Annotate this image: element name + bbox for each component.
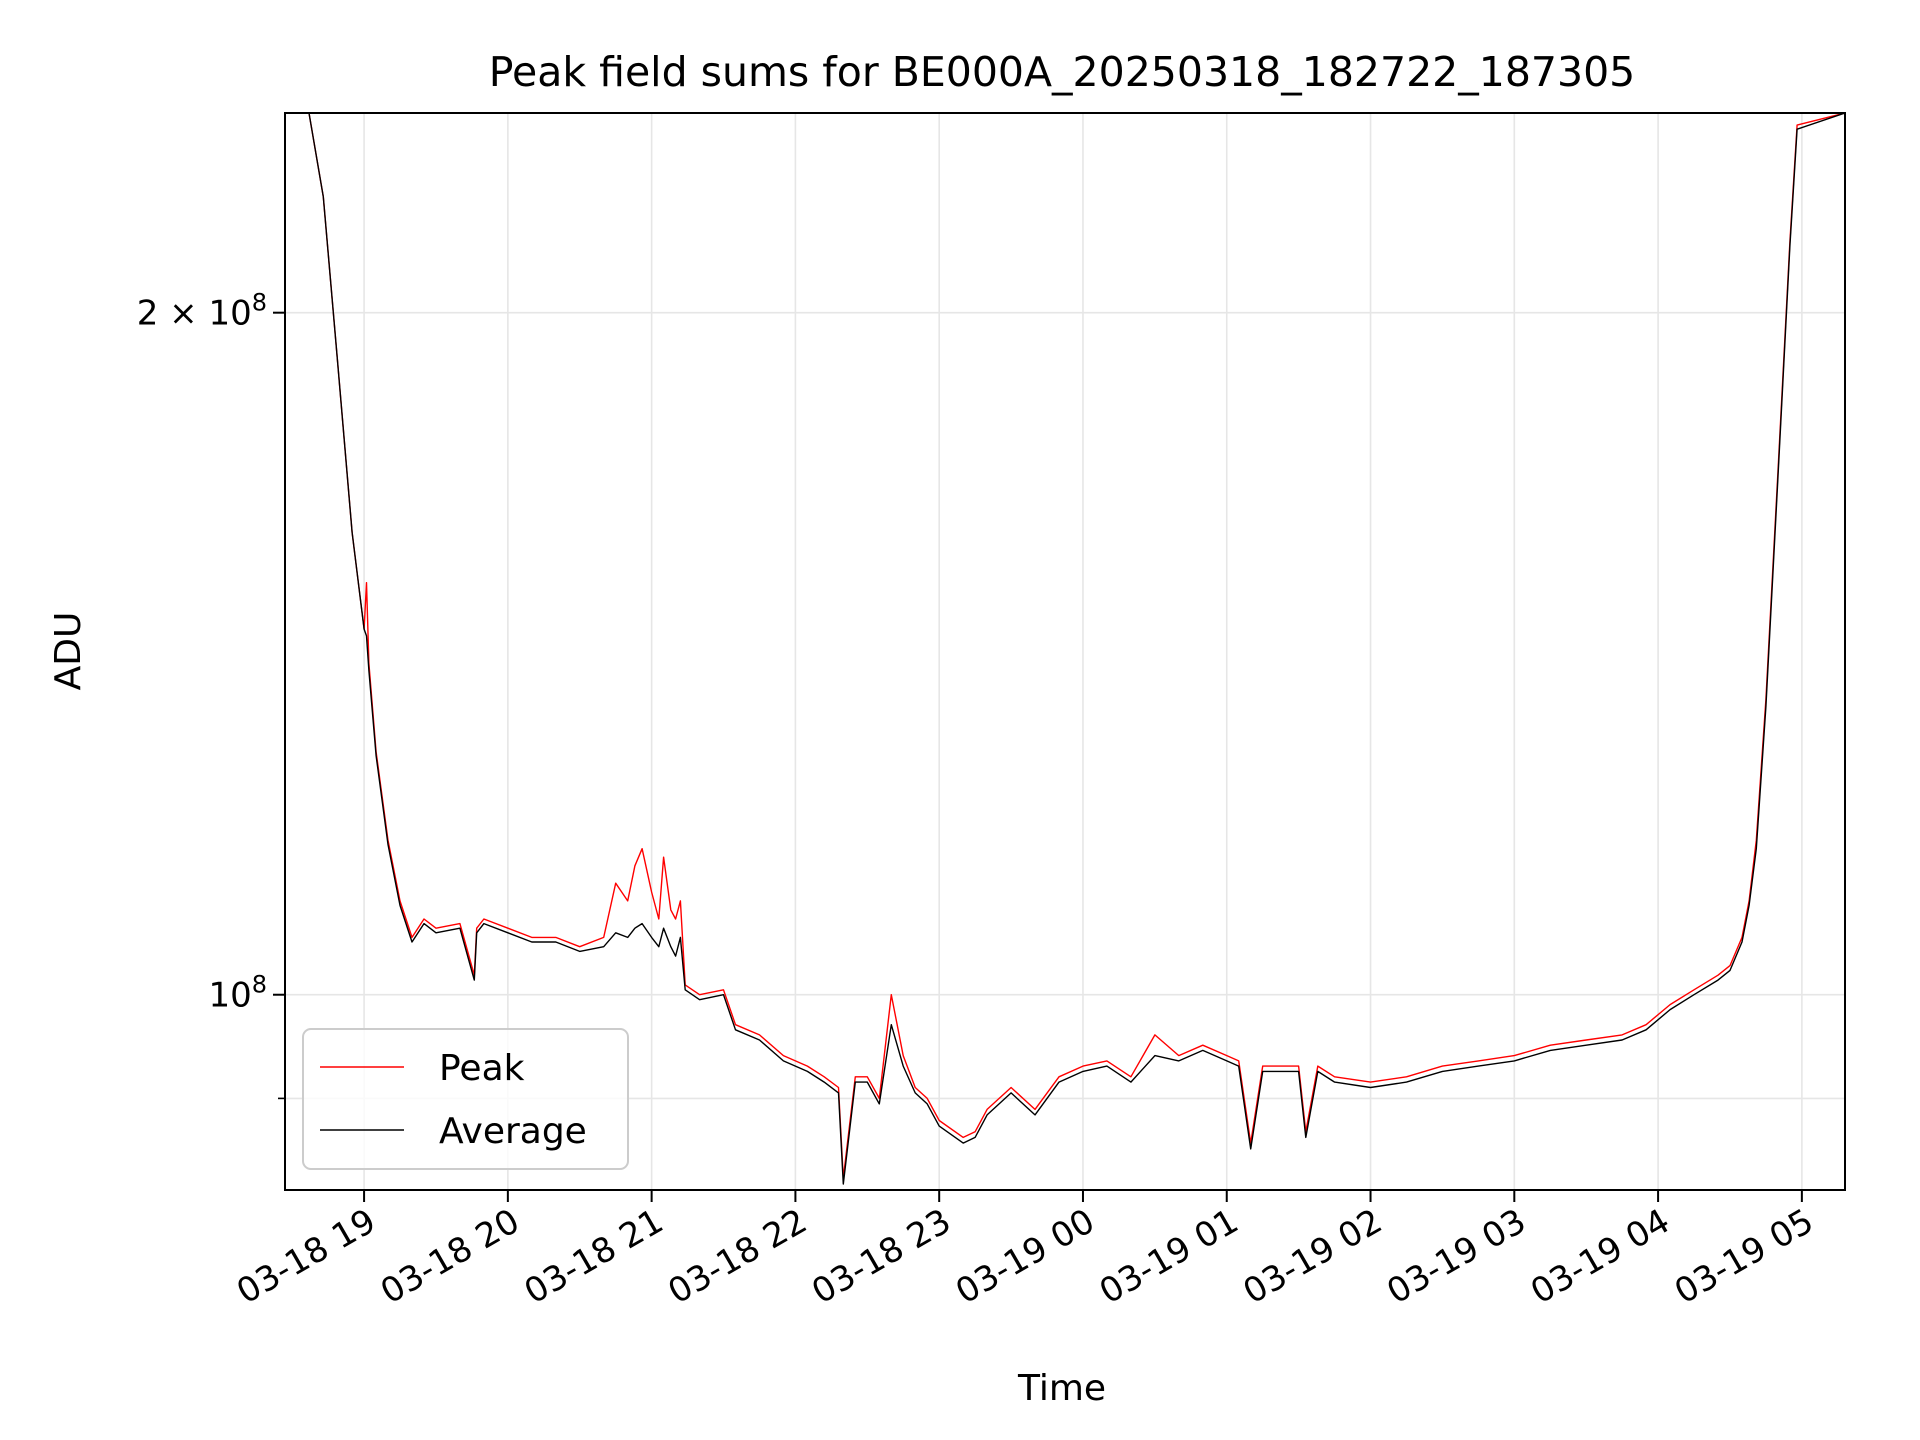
legend: Peak Average: [302, 1028, 629, 1170]
legend-label-peak: Peak: [439, 1048, 525, 1089]
axes-frame: [284, 112, 1846, 1191]
y-axis-label: ADU: [48, 612, 89, 691]
y-tick-label: 108: [208, 971, 267, 1016]
y-tick-label: 2 × 108: [137, 289, 267, 334]
legend-box: [302, 1028, 629, 1170]
plot-series: [285, 113, 1845, 1185]
x-axis-label: Time: [1017, 1368, 1106, 1409]
y-axis: 2 × 108 108: [137, 289, 285, 1100]
chart-title: Peak field sums for BE000A_20250318_1827…: [489, 48, 1636, 96]
grid: [285, 113, 1845, 1190]
series-line-average: [285, 113, 1845, 1185]
legend-label-average: Average: [439, 1111, 587, 1152]
